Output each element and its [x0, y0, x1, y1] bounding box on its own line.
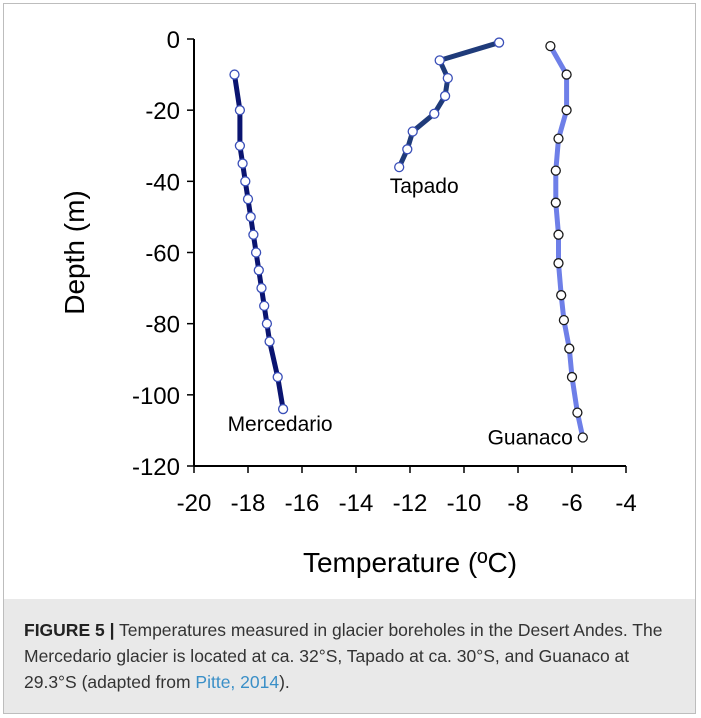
mercedario-point — [272, 371, 283, 383]
guanaco-point — [550, 165, 561, 176]
reference-link[interactable]: Pitte, 2014 — [195, 672, 280, 692]
mercedario-point — [234, 140, 246, 151]
guanaco-point — [553, 229, 564, 240]
tapado-point — [402, 144, 413, 155]
y-tick-label: -100 — [132, 383, 180, 410]
guanaco-label: Guanaco — [488, 427, 573, 450]
y-axis-label: Depth (m) — [59, 190, 90, 314]
y-tick-label: 0 — [167, 27, 180, 54]
mercedario-point — [253, 265, 264, 276]
mercedario-point — [237, 158, 248, 169]
x-tick-label: -10 — [447, 490, 482, 517]
caption-text-part-2: ). — [279, 672, 290, 692]
tapado-series: Tapado — [390, 37, 505, 198]
x-tick-label: -20 — [177, 490, 212, 517]
y-tick-label: -80 — [145, 312, 180, 339]
tapado-label: Tapado — [390, 175, 459, 198]
mercedario-point — [264, 336, 275, 347]
caption-text-part-1: Temperatures measured in glacier borehol… — [24, 620, 663, 692]
guanaco-point — [553, 258, 564, 269]
mercedario-point — [259, 300, 270, 312]
guanaco-series: Guanaco — [488, 40, 588, 450]
x-tick-label: -16 — [285, 490, 320, 517]
mercedario-point — [256, 282, 267, 294]
mercedario-label: Mercedario — [228, 413, 333, 436]
guanaco-point — [561, 105, 572, 116]
y-tick-label: -40 — [145, 169, 180, 196]
depth-temperature-chart: -20 -18 -16 -14 -12 -10 -8 -6 -4 0 -20 -40 -60 -80 -1… — [59, 27, 637, 578]
mercedario-series: Mercedario — [228, 69, 333, 436]
guanaco-point — [572, 407, 583, 418]
mercedario-point — [229, 69, 240, 80]
tapado-point — [439, 90, 451, 102]
x-axis-label: Temperature (ºC) — [303, 547, 517, 578]
x-tick-label: -4 — [615, 490, 636, 517]
tapado-point — [434, 55, 445, 66]
guanaco-point — [561, 69, 572, 80]
series-layer: Mercedario Tapado Guanaco — [228, 37, 588, 450]
plot-area: -20 -18 -16 -14 -12 -10 -8 -6 -4 0 -20 -40 -60 -80 -1… — [132, 27, 637, 517]
tapado-point — [407, 126, 418, 137]
mercedario-point — [248, 229, 259, 240]
y-tick-label: -60 — [145, 241, 180, 268]
figure-frame — [3, 3, 696, 714]
guanaco-line — [548, 44, 586, 439]
guanaco-point — [556, 290, 567, 301]
figure-label: FIGURE 5 | — [24, 620, 115, 640]
tapado-point — [429, 108, 440, 119]
x-tick-label: -14 — [339, 490, 374, 517]
mercedario-point — [242, 193, 254, 205]
y-tick-label: -120 — [132, 454, 180, 481]
guanaco-point — [566, 371, 578, 383]
guanaco-point — [577, 432, 588, 443]
mercedario-point — [234, 105, 246, 116]
x-tick-label: -6 — [561, 490, 582, 517]
y-axis-ticks: 0 -20 -40 -60 -80 -100 -120 — [132, 27, 194, 481]
x-tick-label: -8 — [507, 490, 528, 517]
mercedario-point — [250, 247, 262, 258]
tapado-point — [493, 37, 505, 48]
y-tick-label: -20 — [145, 98, 180, 125]
caption-box — [3, 599, 696, 714]
tapado-point — [442, 72, 453, 84]
mercedario-point — [245, 211, 256, 223]
tapado-line — [396, 40, 500, 169]
guanaco-point — [558, 314, 570, 326]
mercedario-point — [240, 176, 251, 187]
figure-caption: FIGURE 5 | Temperatures measured in glac… — [24, 617, 674, 695]
mercedario-point — [277, 403, 289, 415]
guanaco-point — [553, 133, 564, 144]
tapado-point — [394, 161, 405, 173]
mercedario-point — [261, 318, 273, 329]
x-tick-label: -12 — [393, 490, 428, 517]
guanaco-point — [564, 343, 575, 354]
x-axis-ticks: -20 -18 -16 -14 -12 -10 -8 -6 -4 — [177, 466, 637, 517]
guanaco-point — [550, 197, 561, 208]
x-tick-label: -18 — [231, 490, 266, 517]
guanaco-point — [545, 40, 556, 52]
mercedario-line — [232, 74, 286, 410]
